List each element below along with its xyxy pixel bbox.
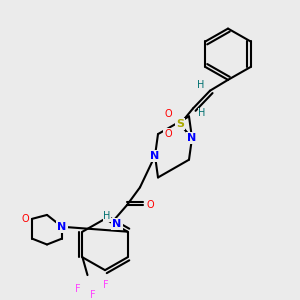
Text: N: N [112,219,122,229]
Text: F: F [75,284,80,294]
Text: H: H [198,108,206,118]
Text: O: O [146,200,154,210]
Text: F: F [90,290,95,300]
Text: F: F [103,280,108,290]
Text: N: N [57,222,67,232]
Text: H: H [197,80,205,90]
Text: S: S [176,119,184,129]
Text: O: O [164,110,172,119]
Text: N: N [150,151,160,161]
Text: O: O [21,214,29,224]
Text: O: O [164,129,172,139]
Text: N: N [188,133,196,143]
Text: H: H [103,211,111,221]
